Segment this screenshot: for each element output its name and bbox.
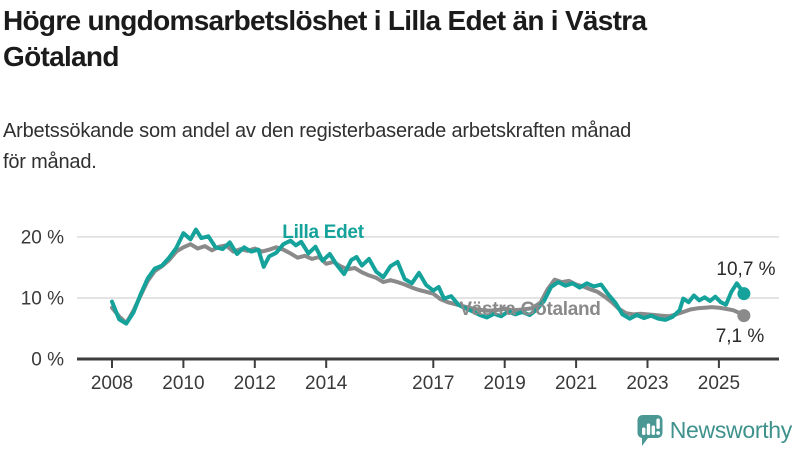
end-value-label-lilla-edet: 10,7 % — [716, 259, 775, 280]
x-tick-label-2021: 2021 — [555, 373, 597, 394]
newsworthy-logo-icon — [637, 415, 663, 446]
x-tick-label-2019: 2019 — [484, 373, 526, 394]
chart-subtitle-line2: för månad. — [3, 151, 97, 173]
x-tick-label-2012: 2012 — [234, 373, 276, 394]
series-label-v-stra-g-taland: Västra Götaland — [459, 299, 600, 320]
end-dot-v-stra-g-taland — [737, 309, 751, 323]
chart-subtitle: Arbetssökande som andel av den registerb… — [3, 116, 793, 178]
logo-exclamation-bar — [656, 418, 660, 429]
end-value-label-v-stra-g-taland: 7,1 % — [716, 326, 765, 347]
y-tick-label-0: 0 % — [31, 350, 64, 371]
newsworthy-logo[interactable]: Newsworthy — [636, 412, 792, 448]
page-title-line1: Högre ungdomsarbetslöshet i Lilla Edet ä… — [3, 5, 647, 36]
page-title: Högre ungdomsarbetslöshet i Lilla Edet ä… — [3, 3, 800, 75]
newsworthy-logo-text: Newsworthy — [669, 417, 793, 443]
y-tick-label-10: 10 % — [21, 288, 64, 309]
y-tick-label-20: 20 % — [21, 227, 64, 248]
x-tick-label-2008: 2008 — [91, 373, 133, 394]
x-tick-label-2017: 2017 — [412, 373, 454, 394]
chart-subtitle-line1: Arbetssökande som andel av den registerb… — [3, 120, 632, 142]
logo-bar-3 — [651, 425, 655, 435]
x-tick-label-2025: 2025 — [698, 373, 740, 394]
logo-exclamation-dot — [655, 431, 660, 435]
logo-bar-2 — [646, 423, 650, 435]
end-dot-lilla-edet — [737, 287, 751, 301]
series-label-lilla-edet: Lilla Edet — [282, 222, 364, 243]
x-tick-label-2023: 2023 — [626, 373, 668, 394]
page-title-line2: Götaland — [3, 41, 119, 72]
logo-bar-1 — [641, 427, 646, 435]
x-tick-label-2014: 2014 — [305, 373, 348, 394]
x-tick-label-2010: 2010 — [162, 373, 204, 394]
series-line-lilla-edet — [110, 227, 746, 326]
series-line-v-stra-g-taland — [110, 242, 746, 325]
